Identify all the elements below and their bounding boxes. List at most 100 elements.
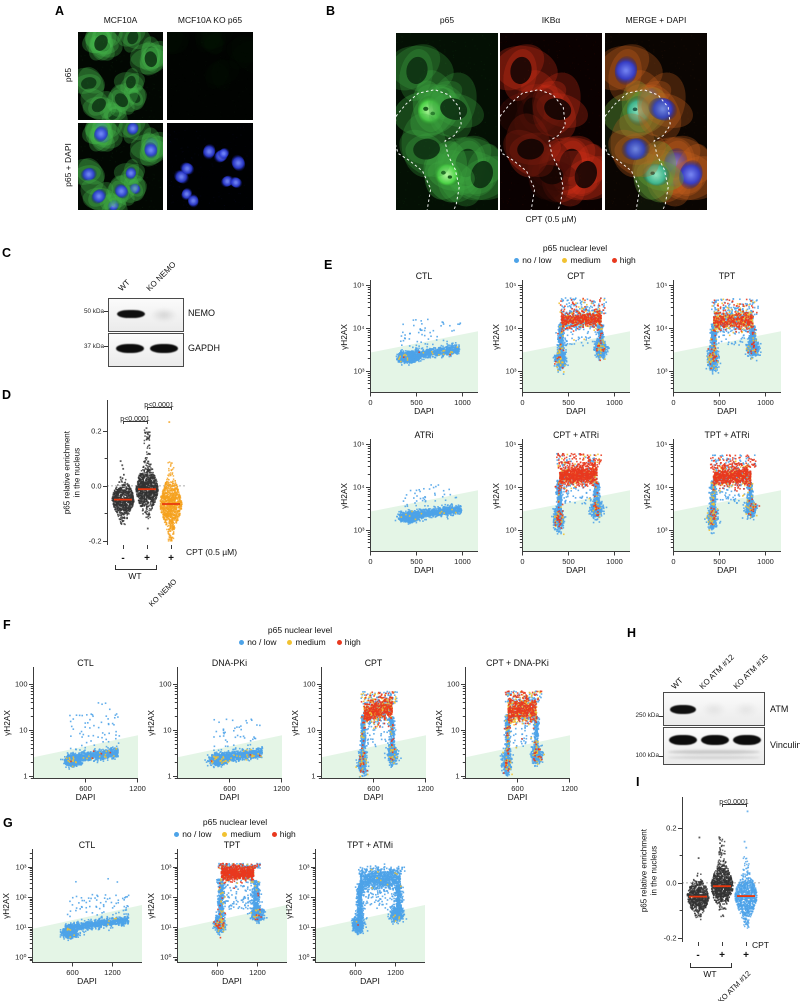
panel-h-band-label-vinculin: Vinculin (770, 740, 800, 750)
legend-dot-medium-icon (562, 258, 568, 263)
legend-item-high: high (336, 637, 361, 647)
panel-c-lane-label-ko-nemo: KO NEMO (144, 259, 178, 293)
panel-f-legend-title: p65 nuclear level (267, 625, 333, 635)
legend-label-medium: medium (230, 829, 261, 839)
legend-label-high: high (279, 829, 296, 839)
plot-xlabel-e-5: DAPI (717, 565, 737, 575)
vinculin-band-wt (669, 735, 697, 745)
vinculin-subband-1 (668, 750, 760, 754)
plot-xlabel-e-0: DAPI (414, 406, 434, 416)
plot-canvas-f-2 (295, 660, 434, 795)
plot-canvas-e-3 (344, 432, 486, 568)
panel-d-wt-bracket (115, 565, 157, 570)
panel-d-ylabel-line1: p65 relative enrichment (62, 431, 72, 515)
panel-c-blot-nemo (108, 298, 184, 332)
legend-dot-medium-icon (287, 640, 293, 645)
panel-h-marker-250kda: 250 kDa (635, 712, 659, 719)
legend-label-no-low: no / low (182, 829, 212, 839)
legend-label-medium: medium (295, 637, 326, 647)
panel-b-col-header-ikba: IKBα (541, 15, 561, 25)
plot-canvas-f-0 (7, 660, 146, 795)
panel-a-image-mcf10a-p65-dapi (78, 123, 163, 210)
legend-label-high: high (619, 255, 636, 265)
panel-h-lane-label-ko15: KO ATM #15 (731, 652, 770, 691)
panel-h-marker-100kda: 100 kDa (635, 752, 659, 759)
panel-g-legend: p65 nuclear level no / low medium high (135, 817, 335, 839)
legend-label-no-low: no / low (247, 637, 277, 647)
panel-letter-i: I (636, 775, 640, 789)
legend-label-medium: medium (570, 255, 601, 265)
panel-c-marker-50kda-tick (104, 311, 108, 312)
panel-b-image-p65 (396, 33, 498, 210)
panel-h-blot-atm (663, 692, 765, 726)
vinculin-band-ko12 (701, 735, 729, 745)
legend-dot-no-low-icon (174, 832, 180, 837)
panel-c-marker-50kda: 50 kDa (84, 308, 104, 315)
plot-xlabel-f-3: DAPI (507, 792, 528, 802)
panel-letter-d: D (2, 388, 12, 402)
plot-xlabel-e-1: DAPI (566, 406, 586, 416)
panel-b-image-merge-dapi (605, 33, 707, 210)
panel-e-legend: p65 nuclear level no / low medium high (455, 243, 695, 265)
plot-xlabel-g-2: DAPI (360, 976, 380, 986)
legend-item-no-low: no / low (174, 829, 211, 839)
panel-a-row-label-p65-dapi: p65 + DAPI (63, 143, 73, 187)
panel-h-marker-250kda-tick (659, 716, 663, 717)
legend-dot-high-icon (271, 832, 277, 837)
panel-a-image-ko-p65-dapi (167, 123, 253, 210)
legend-label-high: high (344, 637, 361, 647)
panel-a-row-label-p65: p65 (63, 67, 73, 83)
panel-a-col-header-mcf10a: MCF10A (103, 15, 138, 25)
panel-a-col-header-ko: MCF10A KO p65 (177, 15, 243, 25)
plot-canvas-g-1 (151, 842, 295, 979)
panel-b-image-ikba (500, 33, 602, 210)
legend-dot-high-icon (336, 640, 342, 645)
legend-item-high: high (271, 829, 296, 839)
panel-b-caption: CPT (0.5 µM) (525, 214, 577, 224)
panel-c-blot-gapdh (108, 333, 184, 367)
plot-xlabel-e-3: DAPI (414, 565, 434, 575)
gapdh-band-wt (116, 344, 144, 353)
plot-canvas-f-1 (151, 660, 290, 795)
panel-letter-a: A (55, 4, 65, 18)
panel-letter-f: F (3, 618, 11, 632)
panel-c-band-label-gapdh: GAPDH (188, 343, 221, 353)
plot-xlabel-g-0: DAPI (77, 976, 97, 986)
atm-band-wt (670, 705, 696, 714)
nemo-band-ko-faint (151, 308, 177, 322)
panel-h-lane-label-ko12: KO ATM #12 (697, 652, 736, 691)
panel-h-blot-vinculin (663, 727, 765, 765)
vinculin-band-ko15 (733, 735, 761, 745)
panel-h-lane-label-wt: WT (669, 675, 685, 691)
plot-canvas-g-0 (6, 842, 150, 979)
panel-d-treatment-label: CPT (0.5 µM) (186, 547, 238, 557)
plot-canvas-e-2 (647, 273, 789, 409)
panel-letter-g: G (3, 816, 13, 830)
panel-h-band-label-atm: ATM (770, 704, 789, 714)
legend-item-no-low: no / low (239, 637, 276, 647)
panel-c-marker-37kda-tick (104, 346, 108, 347)
legend-item-medium: medium (287, 637, 326, 647)
atm-band-ko12-faint (702, 702, 726, 717)
beeswarm-canvas-i (655, 791, 777, 963)
plot-xlabel-e-2: DAPI (717, 406, 737, 416)
vinculin-subband-2 (668, 756, 760, 759)
plot-canvas-f-3 (439, 660, 578, 795)
panel-i-ylabel-line1: p65 relative enrichment (639, 829, 649, 913)
panel-f-legend: p65 nuclear level no / low medium high (200, 625, 400, 647)
legend-item-no-low: no / low (514, 255, 551, 265)
legend-label-no-low: no / low (522, 255, 552, 265)
legend-dot-medium-icon (222, 832, 228, 837)
nemo-band-wt (117, 310, 145, 318)
panel-c-band-label-nemo: NEMO (188, 308, 215, 318)
gapdh-band-ko (150, 344, 178, 353)
plot-xlabel-g-1: DAPI (222, 976, 242, 986)
panel-a-image-ko-p65 (167, 32, 253, 120)
panel-b-col-header-p65: p65 (439, 15, 455, 25)
beeswarm-canvas-d (80, 394, 202, 566)
plot-xlabel-f-2: DAPI (363, 792, 384, 802)
plot-xlabel-f-1: DAPI (219, 792, 240, 802)
panel-letter-e: E (324, 258, 333, 272)
plot-canvas-g-2 (289, 842, 433, 979)
